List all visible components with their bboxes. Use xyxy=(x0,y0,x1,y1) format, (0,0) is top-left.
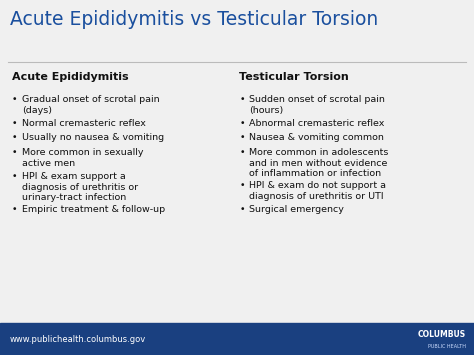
Text: •: • xyxy=(239,206,245,214)
Text: •: • xyxy=(12,133,18,142)
Text: Acute Epididymitis vs Testicular Torsion: Acute Epididymitis vs Testicular Torsion xyxy=(10,10,378,29)
Text: •: • xyxy=(12,148,18,157)
Text: Surgical emergency: Surgical emergency xyxy=(249,206,344,214)
Text: •: • xyxy=(239,133,245,142)
Text: Acute Epididymitis: Acute Epididymitis xyxy=(12,72,128,82)
Text: HPI & exam do not support a
diagnosis of urethritis or UTI: HPI & exam do not support a diagnosis of… xyxy=(249,181,386,201)
Text: •: • xyxy=(12,206,18,214)
Text: More common in sexually
active men: More common in sexually active men xyxy=(22,148,143,168)
Bar xyxy=(0,323,474,355)
Text: Testicular Torsion: Testicular Torsion xyxy=(239,72,349,82)
Text: Gradual onset of scrotal pain
(days): Gradual onset of scrotal pain (days) xyxy=(22,95,159,115)
Text: COLUMBUS: COLUMBUS xyxy=(418,330,466,339)
Text: PUBLIC HEALTH: PUBLIC HEALTH xyxy=(428,344,466,349)
Text: •: • xyxy=(239,148,245,157)
Text: Normal cremasteric reflex: Normal cremasteric reflex xyxy=(22,119,146,128)
Text: •: • xyxy=(239,95,245,104)
Text: www.publichealth.columbus.gov: www.publichealth.columbus.gov xyxy=(10,334,146,344)
Text: •: • xyxy=(12,119,18,128)
Text: Usually no nausea & vomiting: Usually no nausea & vomiting xyxy=(22,133,164,142)
Text: Empiric treatment & follow-up: Empiric treatment & follow-up xyxy=(22,206,165,214)
Text: Sudden onset of scrotal pain
(hours): Sudden onset of scrotal pain (hours) xyxy=(249,95,385,115)
Text: Abnormal cremasteric reflex: Abnormal cremasteric reflex xyxy=(249,119,385,128)
Text: •: • xyxy=(12,172,18,181)
Text: •: • xyxy=(12,95,18,104)
Text: HPI & exam support a
diagnosis of urethritis or
urinary-tract infection: HPI & exam support a diagnosis of urethr… xyxy=(22,172,138,202)
Text: •: • xyxy=(239,181,245,191)
Text: More common in adolescents
and in men without evidence
of inflammation or infect: More common in adolescents and in men wi… xyxy=(249,148,389,179)
Text: Nausea & vomiting common: Nausea & vomiting common xyxy=(249,133,384,142)
Text: •: • xyxy=(239,119,245,128)
